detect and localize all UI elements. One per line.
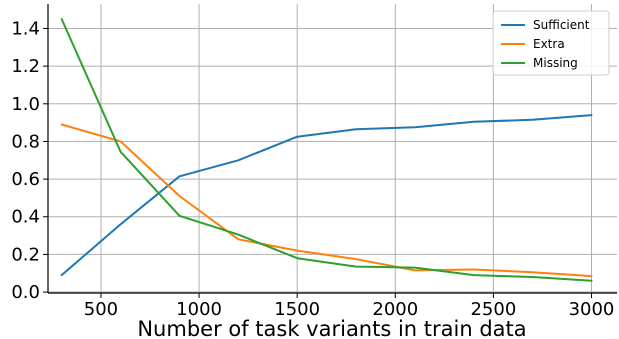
legend-label-sufficient: Sufficient <box>533 18 590 32</box>
axes <box>47 4 617 294</box>
x-tick-label: 2000 <box>372 299 418 320</box>
x-tick-label: 3000 <box>569 299 615 320</box>
series-lines <box>60 18 593 282</box>
series-line-sufficient <box>60 114 593 277</box>
y-tick-label: 0.6 <box>11 169 40 190</box>
x-tick-label: 500 <box>84 299 118 320</box>
y-tick-label: 1.2 <box>11 56 40 77</box>
legend-label-missing: Missing <box>533 56 578 70</box>
series-line-extra <box>60 123 593 278</box>
x-tick-label: 2500 <box>470 299 516 320</box>
legend-label-extra: Extra <box>533 37 565 51</box>
y-tick-label: 0.8 <box>11 131 40 152</box>
x-axis-label: Number of task variants in train data <box>137 317 526 339</box>
x-tick-label: 1500 <box>274 299 320 320</box>
y-tick-label: 1.0 <box>11 94 40 115</box>
legend: Sufficient Extra Missing <box>492 10 610 76</box>
y-tick-label: 0.4 <box>11 207 40 228</box>
y-tick-label: 0.0 <box>11 282 40 303</box>
y-tick-label: 1.4 <box>11 18 40 39</box>
x-tick-label: 1000 <box>176 299 222 320</box>
tick-labels: 500 1000 1500 2000 2500 3000 0.0 0.2 0.4 0.6 0.8 1.… <box>11 18 614 320</box>
legend-box <box>492 10 610 76</box>
series-line-missing <box>60 18 593 282</box>
y-tick-label: 0.2 <box>11 244 40 265</box>
